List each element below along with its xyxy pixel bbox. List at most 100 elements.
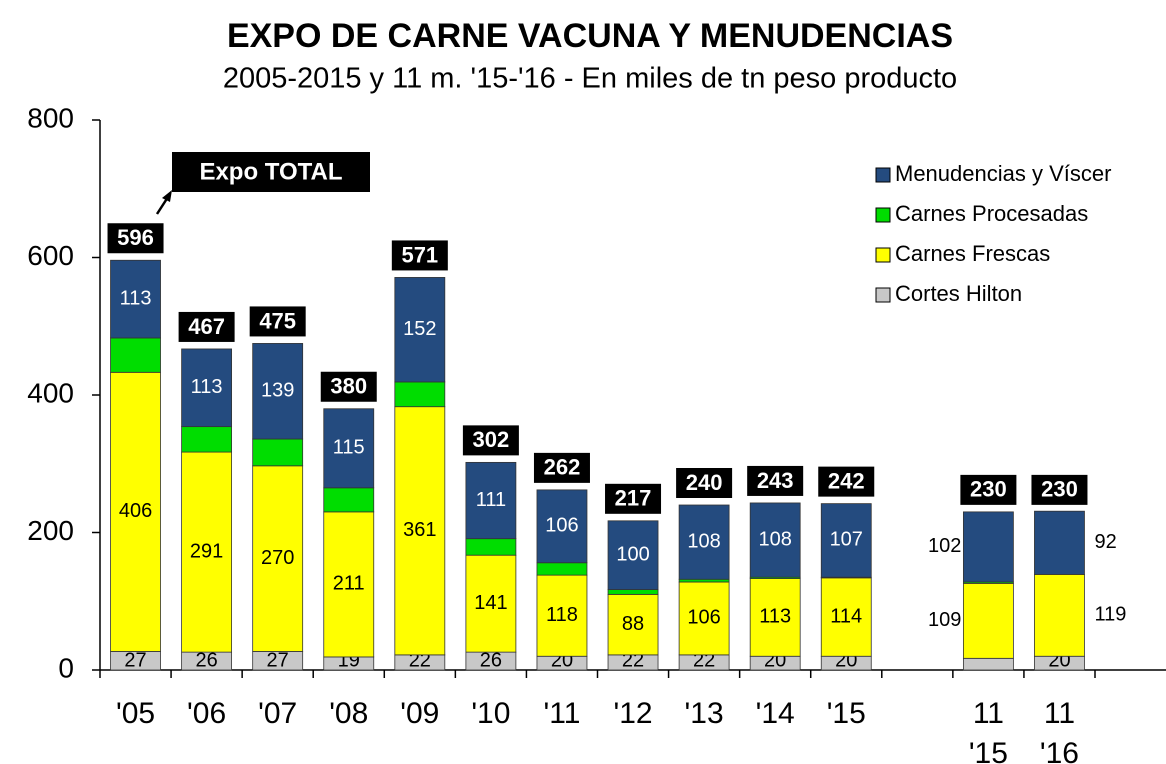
data-label: 26 <box>195 649 217 671</box>
data-label: 111 <box>476 489 506 511</box>
total-box <box>320 371 377 402</box>
total-label: 262 <box>544 455 581 480</box>
total-label: 230 <box>970 477 1007 502</box>
total-box <box>676 468 733 498</box>
bar-segment <box>749 502 801 578</box>
total-box <box>391 240 448 271</box>
legend-swatch <box>875 287 891 303</box>
data-label: 27 <box>124 649 146 671</box>
data-label: 115 <box>333 437 365 459</box>
bar-segment <box>110 259 161 339</box>
total-box <box>747 465 804 496</box>
x-tick-label: 11 '16 <box>1039 697 1079 764</box>
total-label: 243 <box>757 468 794 493</box>
data-label: 107 <box>830 529 863 551</box>
data-label: 108 <box>758 528 791 550</box>
total-box <box>960 474 1017 505</box>
data-label: 211 <box>333 573 365 595</box>
x-tick-label: '07 <box>258 697 298 730</box>
x-tick-label: '15 <box>826 697 866 730</box>
bar-segment <box>536 489 588 564</box>
total-box <box>1031 474 1088 505</box>
data-label: 113 <box>759 606 791 628</box>
total-box <box>178 311 235 342</box>
bar-segment <box>394 381 446 408</box>
data-label: 108 <box>687 530 720 552</box>
bar-segment <box>962 657 1014 671</box>
total-box <box>107 223 164 254</box>
x-tick-label: 11 '15 <box>968 697 1008 764</box>
y-tick-label: 0 <box>58 652 74 683</box>
bar-segment <box>181 451 233 653</box>
total-label: 217 <box>615 486 652 511</box>
data-label: 119 <box>1094 604 1126 626</box>
x-tick-label: '11 <box>543 697 581 730</box>
bar-segment <box>678 578 730 583</box>
bar-segment <box>323 408 375 489</box>
total-label: 230 <box>1041 477 1078 502</box>
bar-segment <box>323 487 375 513</box>
total-box <box>533 452 590 483</box>
data-label: 106 <box>687 607 720 629</box>
total-box <box>249 306 306 337</box>
total-box <box>818 466 875 497</box>
legend-swatch <box>875 247 891 263</box>
bar-segment <box>323 511 375 658</box>
data-label: 113 <box>120 287 152 309</box>
x-tick-label: '10 <box>471 697 511 730</box>
data-label: 406 <box>119 500 152 522</box>
bar-segment <box>181 426 233 453</box>
data-label: 114 <box>830 605 862 627</box>
legend-swatch <box>875 167 891 183</box>
bar-segment <box>110 371 161 652</box>
bar-segment <box>252 438 304 467</box>
bar-segment <box>536 562 588 576</box>
x-tick-label: '08 <box>329 697 369 730</box>
y-tick-label: 400 <box>27 377 74 408</box>
bar-segment <box>394 277 446 383</box>
bar-segment <box>962 582 1014 659</box>
total-label: 302 <box>473 427 510 452</box>
bar-segment <box>536 574 588 657</box>
bar-segment <box>465 461 517 540</box>
data-label: 26 <box>480 649 502 671</box>
bar-segment <box>181 348 233 428</box>
data-label: 270 <box>261 547 294 569</box>
legend-label: Menudencias y Víscer <box>895 161 1111 186</box>
annotation: Expo TOTAL <box>199 158 342 185</box>
data-label: 92 <box>1094 531 1116 553</box>
bar-segment <box>607 520 659 590</box>
data-label: 102 <box>928 535 961 557</box>
x-tick-label: '05 <box>115 697 156 730</box>
data-label: 88 <box>622 613 644 635</box>
total-box <box>605 483 662 514</box>
legend-label: Carnes Procesadas <box>895 201 1088 226</box>
data-label: 152 <box>403 318 436 340</box>
data-label: 109 <box>928 609 961 631</box>
bar-segment <box>820 503 872 578</box>
y-tick-label: 600 <box>27 240 74 271</box>
total-label: 242 <box>828 468 865 493</box>
arrow-head <box>162 190 172 202</box>
total-label: 475 <box>259 308 296 333</box>
legend-label: Cortes Hilton <box>895 281 1022 306</box>
total-label: 596 <box>117 225 154 250</box>
chart-title: EXPO DE CARNE VACUNA Y MENUDENCIAS <box>227 17 953 55</box>
data-label: 141 <box>474 592 507 614</box>
total-label: 240 <box>686 470 723 495</box>
legend-label: Carnes Frescas <box>895 241 1050 266</box>
data-label: 291 <box>190 540 223 562</box>
bar-segment <box>110 337 161 373</box>
total-label: 467 <box>188 314 225 339</box>
x-tick-label: '12 <box>613 697 653 730</box>
data-label: 100 <box>616 543 649 565</box>
bar-segment <box>252 343 304 440</box>
y-tick-label: 800 <box>27 102 74 133</box>
legend-swatch <box>875 207 891 223</box>
bar-segment <box>1034 574 1085 657</box>
x-tick-label: '14 <box>755 697 795 730</box>
bar-segment <box>962 511 1014 583</box>
bar-segment <box>252 465 304 652</box>
y-tick-label: 200 <box>27 515 74 546</box>
